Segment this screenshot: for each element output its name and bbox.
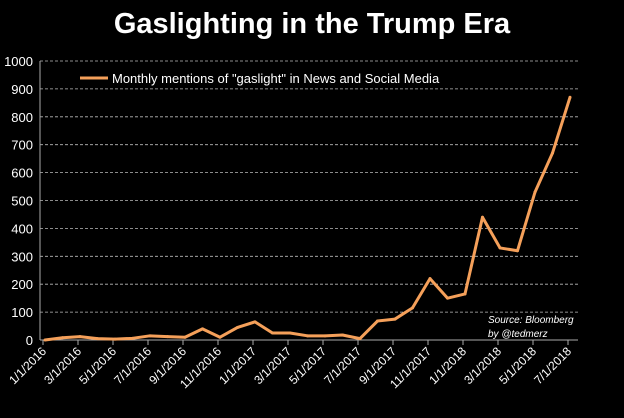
data-point [341, 333, 344, 337]
data-point [551, 151, 554, 155]
data-point [446, 296, 449, 300]
data-point [533, 190, 537, 194]
y-tick-label: 900 [11, 82, 33, 97]
data-point [201, 327, 204, 331]
x-tick-label: 7/1/2016 [111, 344, 154, 387]
data-point [323, 334, 327, 338]
x-tick-label: 5/1/2016 [76, 344, 119, 387]
y-tick-label: 700 [11, 138, 33, 153]
y-tick-label: 200 [11, 277, 33, 292]
chart-title: Gaslighting in the Trump Era [113, 8, 511, 40]
data-point [411, 306, 414, 310]
y-tick-label: 100 [11, 305, 33, 320]
data-point [428, 277, 432, 281]
x-tick-label: 7/1/2017 [321, 344, 364, 387]
source-annotation: Source: Bloomberg [488, 315, 574, 326]
data-point [376, 319, 379, 323]
y-tick-label: 800 [11, 110, 33, 125]
data-point [498, 246, 502, 250]
data-point [253, 320, 257, 324]
x-tick-label: 1/1/2016 [6, 344, 49, 387]
x-tick-label: 3/1/2018 [461, 344, 504, 387]
x-tick-label: 1/1/2017 [216, 344, 259, 387]
data-point [481, 215, 484, 219]
series-line [44, 96, 572, 342]
y-tick-label: 300 [11, 249, 33, 264]
data-point [148, 334, 152, 338]
data-point [43, 338, 47, 342]
data-point [113, 337, 117, 341]
x-tick-label: 5/1/2017 [286, 344, 329, 387]
x-tick-label: 3/1/2017 [251, 344, 294, 387]
y-tick-label: 500 [11, 194, 33, 209]
x-tick-label: 1/1/2018 [426, 344, 469, 387]
x-tick-label: 5/1/2018 [496, 344, 539, 387]
data-point [358, 337, 362, 341]
y-tick-label: 0 [26, 333, 33, 348]
y-tick-label: 600 [11, 166, 33, 181]
data-point [306, 334, 309, 338]
data-point [463, 292, 467, 296]
data-point [96, 337, 99, 341]
x-tick-label: 3/1/2016 [41, 344, 84, 387]
data-point [78, 335, 82, 339]
data-point [166, 335, 169, 339]
data-point [131, 336, 134, 340]
data-point [236, 325, 239, 329]
y-tick-label: 400 [11, 221, 33, 236]
data-point [218, 335, 222, 339]
x-tick-label: 7/1/2018 [531, 344, 574, 387]
data-point [393, 317, 397, 321]
data-point [61, 336, 64, 340]
data-point [271, 331, 274, 335]
data-point [516, 249, 519, 253]
y-tick-label: 1000 [4, 54, 33, 69]
source-annotation: by @tedmerz [488, 329, 548, 340]
data-point [288, 331, 292, 335]
legend-label: Monthly mentions of "gaslight" in News a… [112, 71, 440, 86]
data-point [568, 95, 572, 99]
data-point [183, 335, 187, 339]
